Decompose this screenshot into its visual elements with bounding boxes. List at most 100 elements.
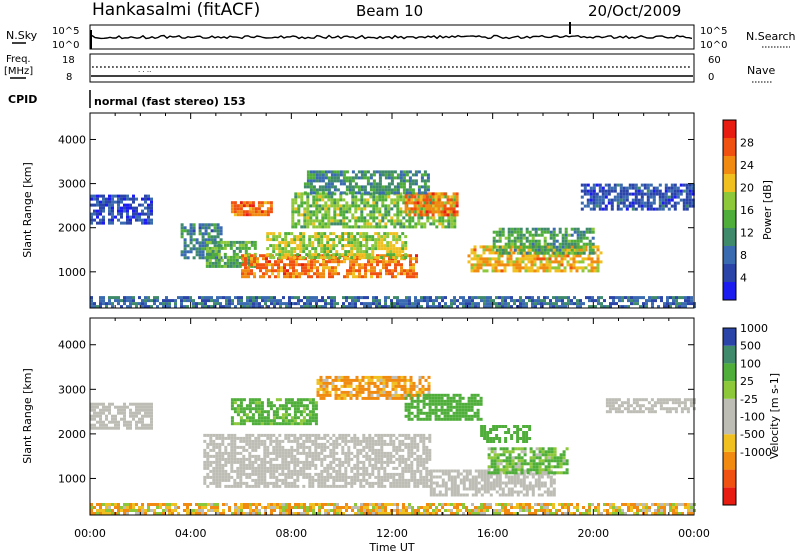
power-cell [437,204,441,208]
velocity-cell [281,413,285,417]
power-cell [389,232,393,236]
power-cell [251,210,255,214]
velocity-cell [275,442,279,446]
power-cell [303,201,307,205]
velocity-cell [150,405,153,409]
velocity-cell [117,423,120,427]
power-cell [201,244,205,248]
velocity-cell [419,472,423,476]
power-cell [376,260,379,264]
power-cell [311,247,315,251]
power-cell [691,189,695,193]
velocity-cell [218,451,222,455]
power-cell [336,302,339,306]
power-cell [272,250,276,254]
power-cell [195,253,199,257]
power-cell [515,248,519,252]
power-cell [366,191,370,195]
velocity-cell [278,463,282,467]
power-cell [307,269,310,273]
power-cell [362,235,366,239]
velocity-cell [93,405,96,409]
power-cell [326,241,330,245]
power-cell [147,218,150,222]
velocity-cell [290,475,294,479]
power-cell [356,253,360,257]
power-cell [132,209,135,213]
power-cell [369,173,373,177]
velocity-cell [242,481,246,485]
power-cell [649,183,653,187]
velocity-cell [248,407,252,411]
power-cell [549,236,553,240]
velocity-cell [302,463,306,467]
velocity-cell [293,478,297,482]
power-cell [365,253,369,257]
velocity-cell [486,487,490,491]
velocity-cell [275,416,279,420]
power-cell [619,201,623,205]
velocity-cell [392,460,396,464]
velocity-cell [392,442,396,446]
power-cell [549,302,552,306]
power-cell [183,226,187,230]
velocity-cell [465,475,469,479]
velocity-cell [450,478,454,482]
power-cell [393,225,397,229]
velocity-cell [147,423,150,427]
power-cell [546,242,550,246]
power-cell [320,232,324,236]
velocity-cell [206,466,210,470]
power-cell [207,223,211,227]
power-cell [243,305,246,309]
velocity-cell [353,442,357,446]
power-cell [235,261,239,265]
power-cell [360,185,364,189]
power-cell [613,186,617,190]
power-cell [288,299,291,303]
power-cell [324,225,328,229]
power-cell [207,226,211,230]
velocity-cell [266,481,270,485]
velocity-cell [401,448,405,452]
power-cell [111,200,114,204]
power-cell [661,201,665,205]
power-cell [494,257,498,261]
power-cell [402,182,406,186]
power-cell [503,269,507,273]
power-cell [447,219,451,223]
power-cell [342,173,346,177]
power-cell [386,247,390,251]
power-cell [238,246,242,250]
velocity-cell [302,445,306,449]
power-cell [390,176,394,180]
power-cell [330,179,334,183]
velocity-cell [474,469,478,473]
velocity-cell [281,448,285,452]
velocity-cell [290,433,294,437]
power-cell [592,207,596,211]
power-cell [534,245,538,249]
velocity-cell [215,445,219,449]
velocity-cell [284,422,288,426]
velocity-cell [263,410,267,414]
power-cell [198,244,202,248]
velocity-cell [383,439,387,443]
power-cell [399,173,403,177]
power-cell [323,250,327,254]
power-cell [174,305,177,309]
power-cell [667,189,671,193]
power-cell [570,248,574,252]
power-cell [485,257,489,261]
power-cell [189,229,193,233]
power-cell [303,296,306,300]
velocity-cell [284,448,288,452]
velocity-cell [450,481,454,485]
power-cell [509,245,513,249]
power-cell [321,198,325,202]
power-cell [450,305,453,309]
power-cell [99,209,102,213]
velocity-cell [236,436,240,440]
power-cell [237,302,240,306]
velocity-cell [293,404,297,408]
